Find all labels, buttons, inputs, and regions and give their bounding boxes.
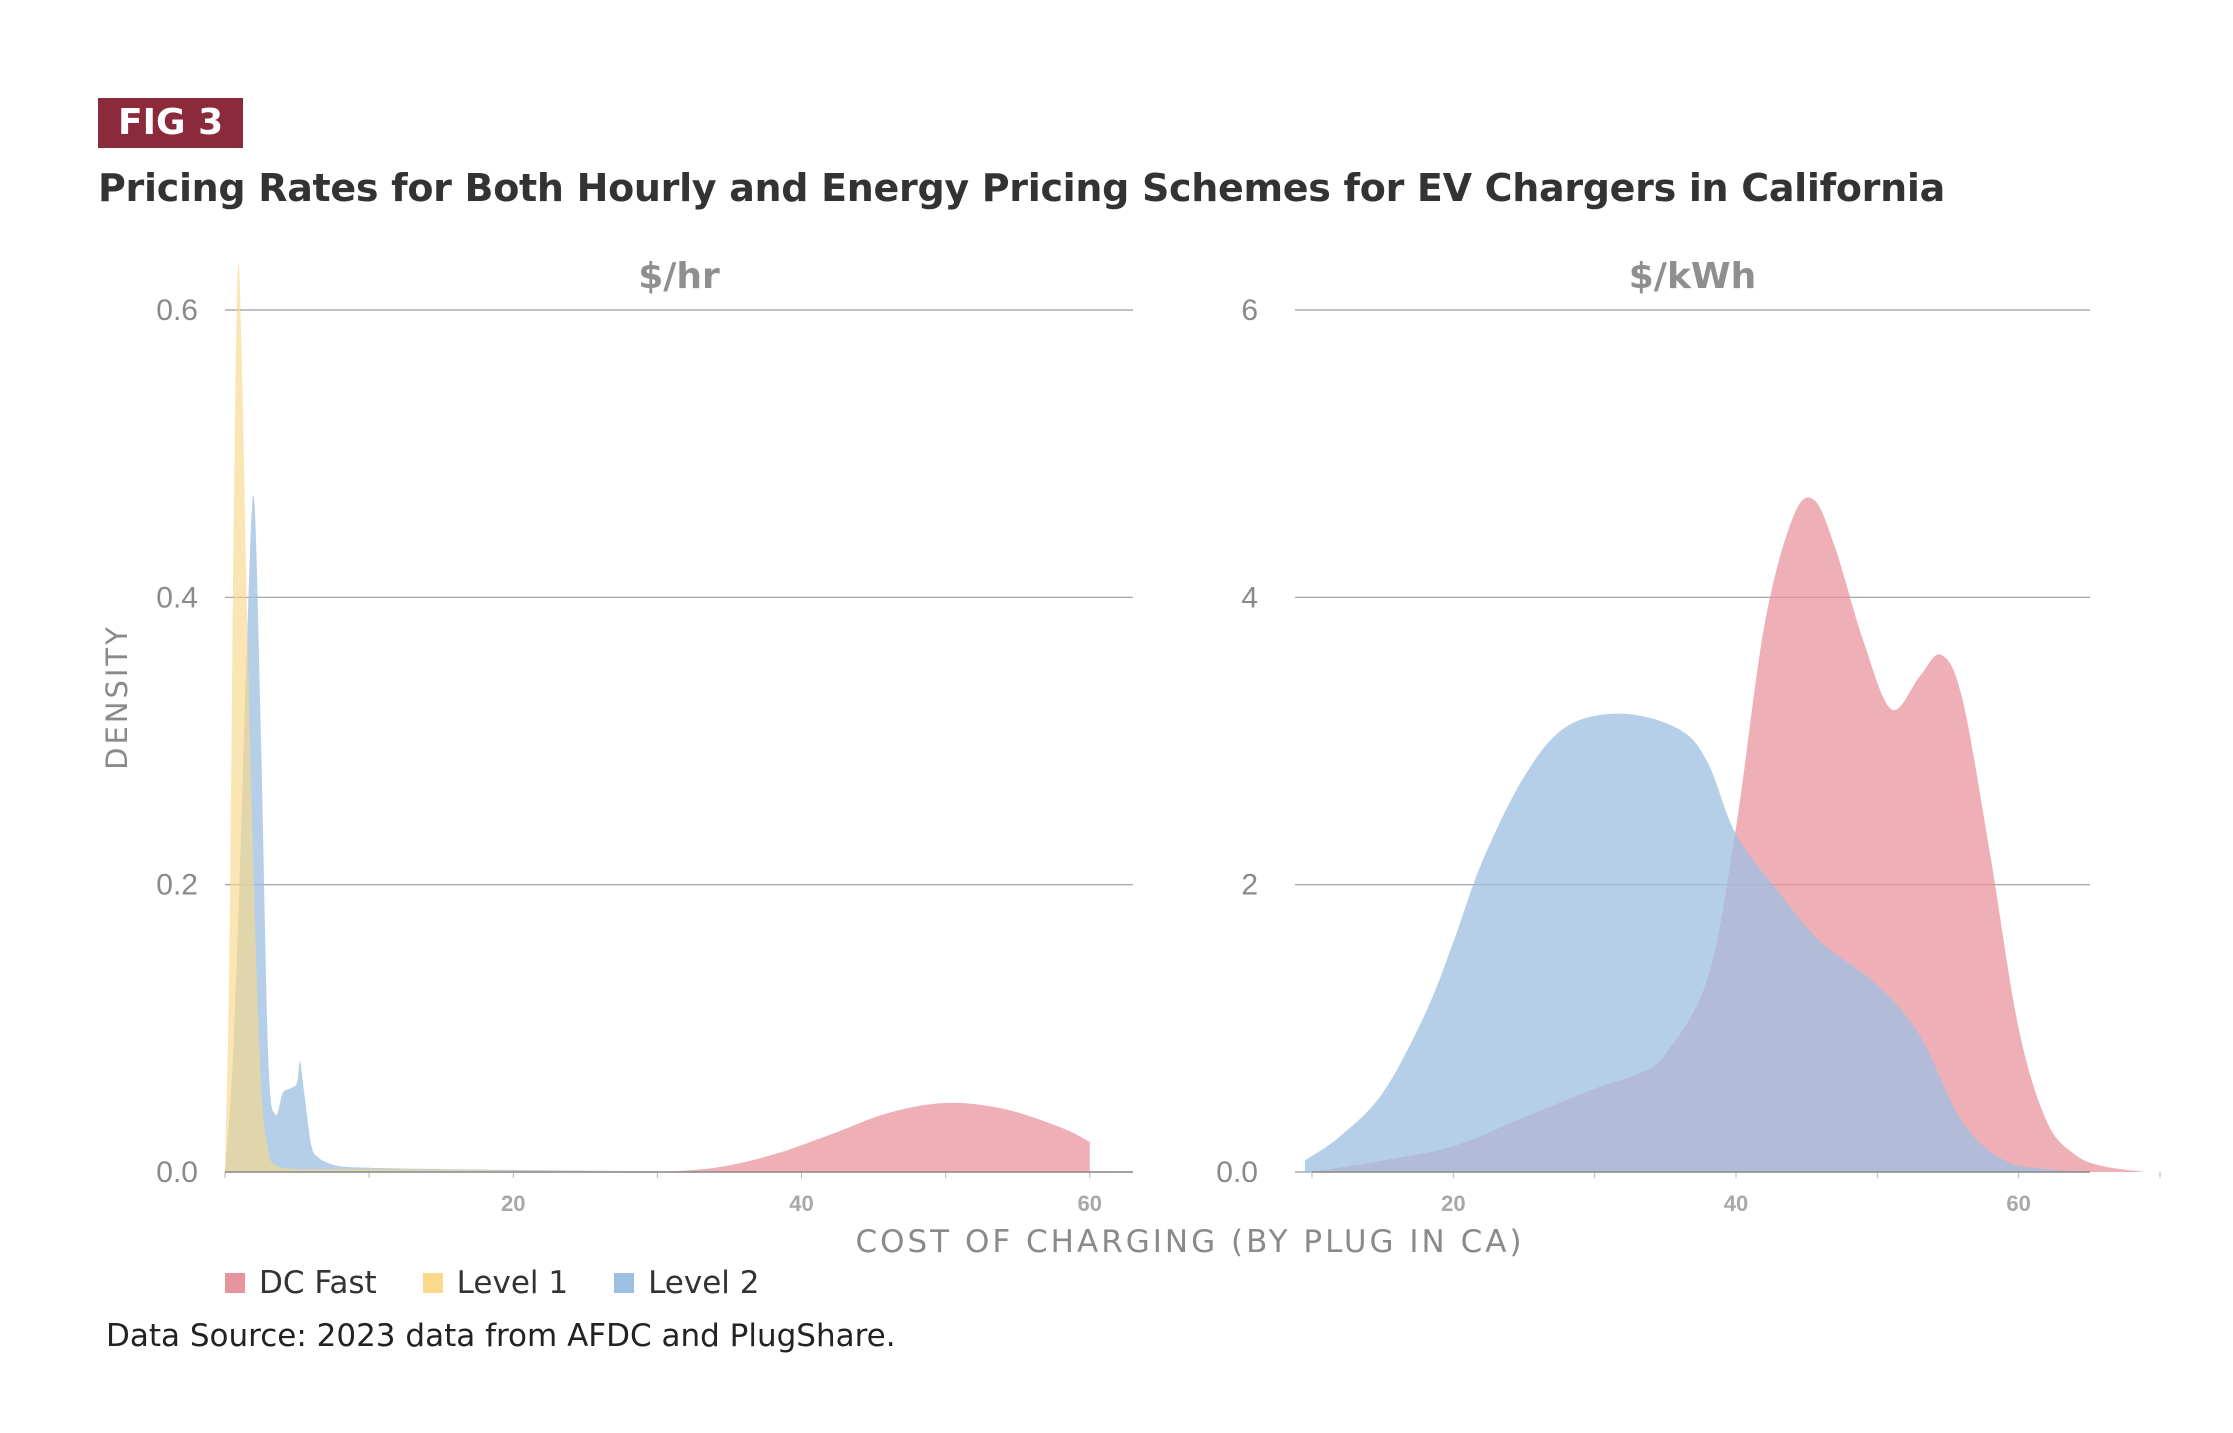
y-tick-label-hourly-0.4: 0.4 <box>156 581 198 614</box>
x-axis-label: COST OF CHARGING (BY PLUG IN CA) <box>855 1224 1524 1260</box>
x-tick-label-energy-40: 40 <box>1724 1191 1748 1216</box>
panel-title-energy: $/kWh <box>1629 256 1756 297</box>
legend-label-level-2: Level 2 <box>648 1265 760 1301</box>
density-area-energy-dc-fast <box>1312 497 2146 1172</box>
x-tick-label-energy-60: 60 <box>2006 1191 2030 1216</box>
legend-label-level-1: Level 1 <box>456 1265 569 1301</box>
legend-swatch-dc-fast <box>225 1273 245 1293</box>
legend: DC Fast Level 1 Level 2 <box>225 1265 759 1301</box>
legend-swatch-level-1 <box>422 1273 443 1293</box>
legend-label-dc-fast: DC Fast <box>259 1265 377 1301</box>
density-area-hourly-level-1 <box>225 262 658 1172</box>
y-tick-label-hourly-0: 0.0 <box>156 1156 198 1189</box>
y-tick-label-hourly-0.6: 0.6 <box>156 294 198 327</box>
legend-item-level-1: Level 1 <box>422 1265 569 1301</box>
x-tick-label-hourly-40: 40 <box>789 1191 813 1216</box>
density-area-energy-level-2 <box>1304 713 2090 1172</box>
legend-item-dc-fast: DC Fast <box>225 1265 377 1301</box>
density-area-hourly-level-2 <box>225 495 658 1172</box>
y-tick-label-energy-0: 0.0 <box>1216 1156 1258 1189</box>
x-tick-label-hourly-20: 20 <box>501 1191 525 1216</box>
x-tick-label-hourly-60: 60 <box>1078 1191 1102 1216</box>
legend-item-level-2: Level 2 <box>614 1265 759 1301</box>
chart-title: Pricing Rates for Both Hourly and Energy… <box>98 166 1945 210</box>
figure-badge: FIG 3 <box>98 98 244 148</box>
y-axis-label: DENSITY <box>100 624 134 770</box>
y-tick-label-energy-4: 4 <box>1241 581 1258 614</box>
y-tick-label-hourly-0.2: 0.2 <box>156 869 198 902</box>
data-source-note: Data Source: 2023 data from AFDC and Plu… <box>106 1318 896 1354</box>
panel-title-hourly: $/hr <box>638 256 720 297</box>
x-tick-label-energy-20: 20 <box>1441 1191 1465 1216</box>
density-area-hourly-dc-fast <box>657 1102 1090 1172</box>
legend-swatch-level-2 <box>614 1273 635 1293</box>
y-tick-label-energy-2: 2 <box>1241 869 1258 902</box>
y-tick-label-energy-6: 6 <box>1241 294 1258 327</box>
